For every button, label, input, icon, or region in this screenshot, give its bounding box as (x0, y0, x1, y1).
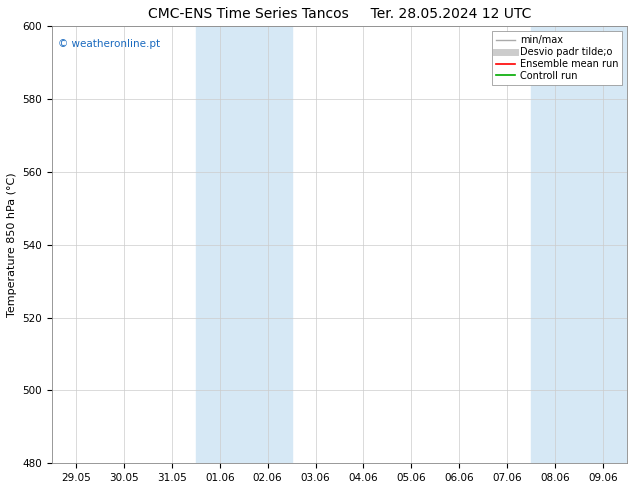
Y-axis label: Temperature 850 hPa (°C): Temperature 850 hPa (°C) (7, 172, 17, 317)
Title: CMC-ENS Time Series Tancos     Ter. 28.05.2024 12 UTC: CMC-ENS Time Series Tancos Ter. 28.05.20… (148, 7, 531, 21)
Text: © weatheronline.pt: © weatheronline.pt (58, 39, 160, 49)
Bar (196, 26, 292, 464)
Legend: min/max, Desvio padr tilde;o, Ensemble mean run, Controll run: min/max, Desvio padr tilde;o, Ensemble m… (491, 31, 622, 85)
Bar (531, 26, 627, 464)
